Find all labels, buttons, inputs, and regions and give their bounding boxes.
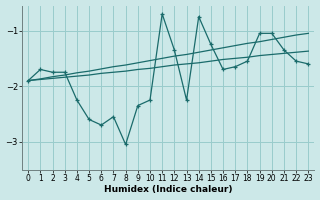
X-axis label: Humidex (Indice chaleur): Humidex (Indice chaleur) bbox=[104, 185, 233, 194]
